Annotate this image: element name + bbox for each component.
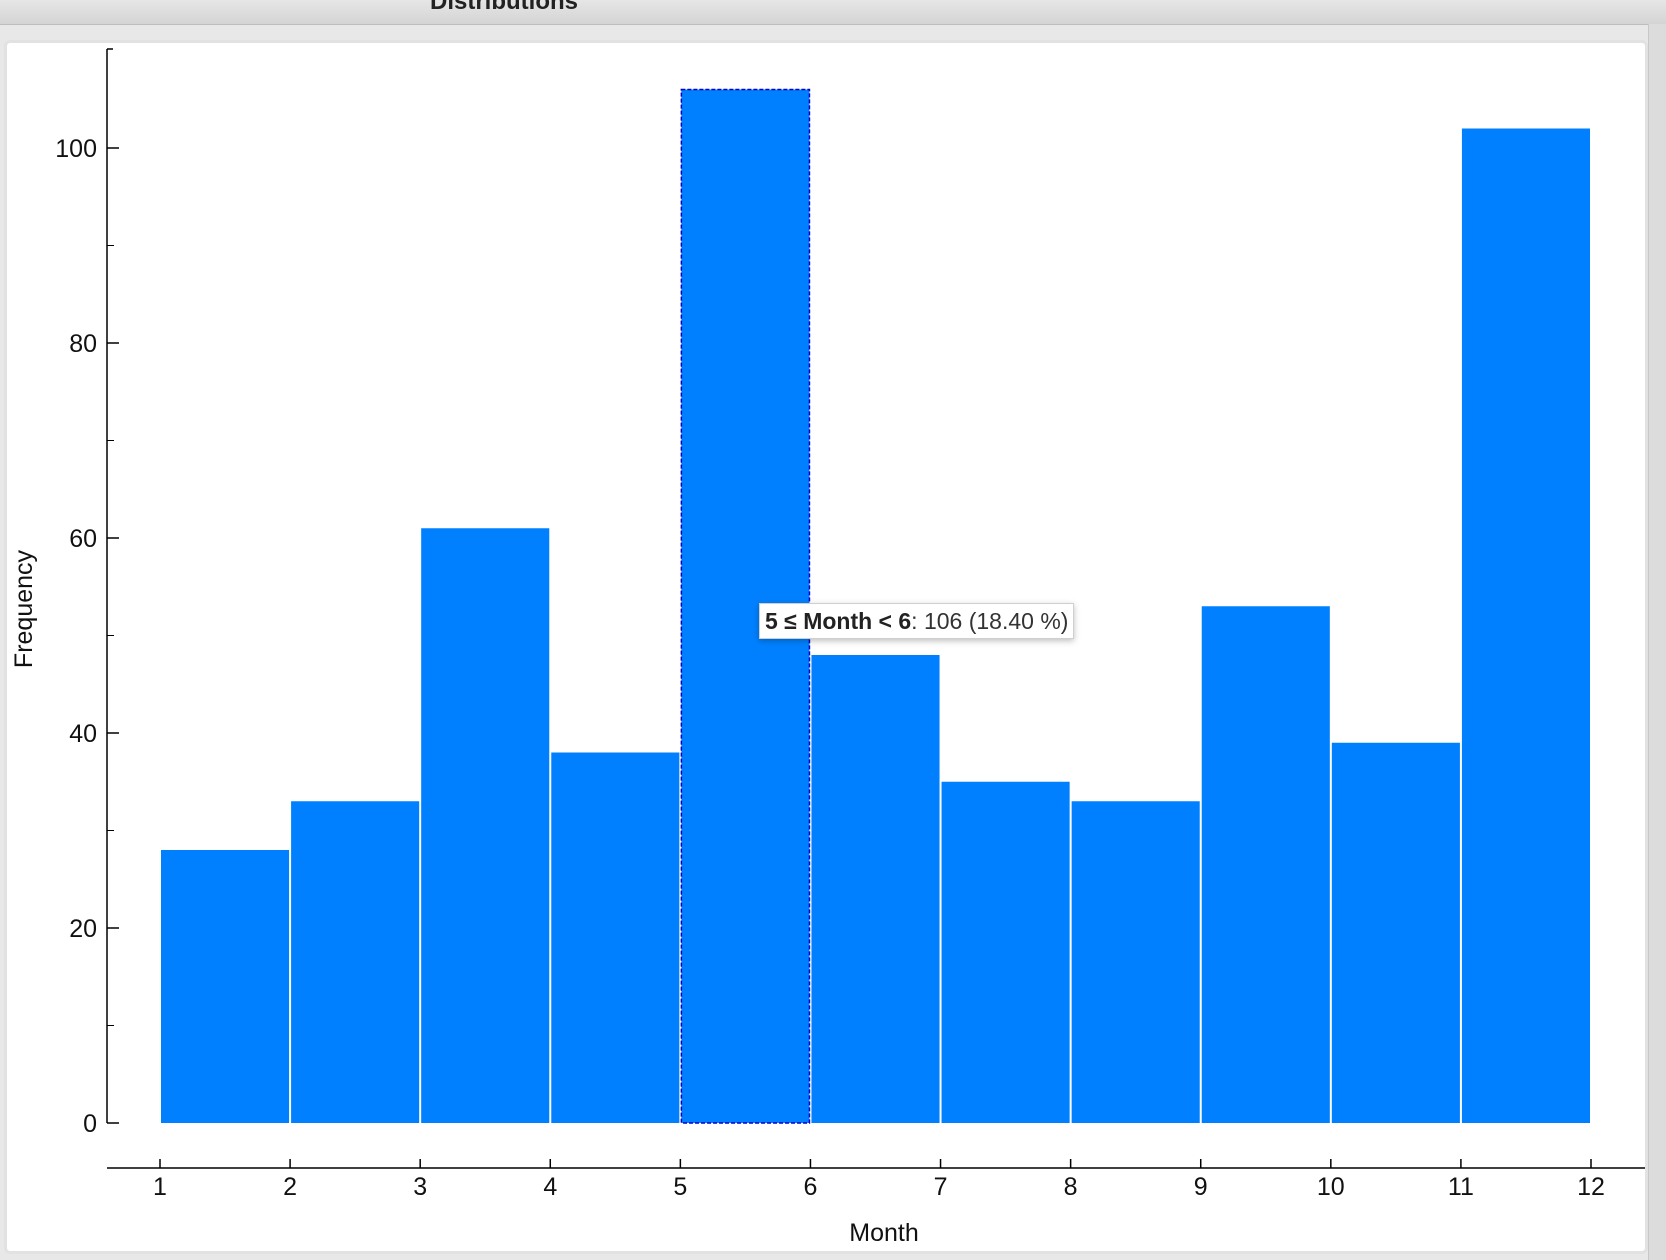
x-tick-label: 9 [1194,1173,1208,1201]
histogram-bar[interactable] [941,781,1070,1123]
window-title: Distributions [430,0,578,15]
y-tick-label: 80 [69,330,97,358]
histogram-bar[interactable] [421,528,550,1123]
x-tick-label: 5 [673,1173,687,1201]
histogram-bar[interactable] [1461,128,1590,1124]
tooltip-condition: 5 ≤ Month < 6 [765,608,912,634]
window-titlebar: Distributions [0,0,1666,25]
y-tick-label: 20 [69,915,97,943]
x-tick-label: 1 [153,1173,167,1201]
histogram-bar[interactable] [1201,606,1330,1123]
x-tick-label: 10 [1317,1173,1345,1201]
y-tick-label: 100 [55,135,97,163]
tooltip-value: 106 (18.40 %) [923,608,1069,634]
histogram-bar[interactable] [1331,742,1460,1123]
x-axis-title: Month [849,1219,918,1247]
x-tick-label: 11 [1448,1173,1474,1201]
histogram-bar[interactable] [551,752,680,1124]
x-tick-label: 7 [934,1173,948,1201]
histogram-bar[interactable] [1071,801,1200,1123]
x-tick-label: 12 [1577,1173,1605,1201]
x-tick-label: 6 [804,1173,818,1201]
histogram-bar[interactable] [811,655,940,1123]
tooltip-separator: : [911,608,918,634]
side-panel-edge [1648,24,1666,1260]
y-axis-title: Frequency [10,549,38,668]
bin-tooltip: 5 ≤ Month < 6: 106 (18.40 %) [759,603,1075,639]
x-tick-label: 8 [1064,1173,1078,1201]
x-tick-label: 4 [543,1173,557,1201]
x-tick-label: 3 [413,1173,427,1201]
histogram-bar[interactable] [161,850,290,1123]
y-tick-label: 40 [69,720,97,748]
histogram-bar[interactable] [291,801,420,1123]
x-tick-label: 2 [283,1173,297,1201]
y-tick-label: 60 [69,525,97,553]
y-tick-label: 0 [83,1110,97,1138]
